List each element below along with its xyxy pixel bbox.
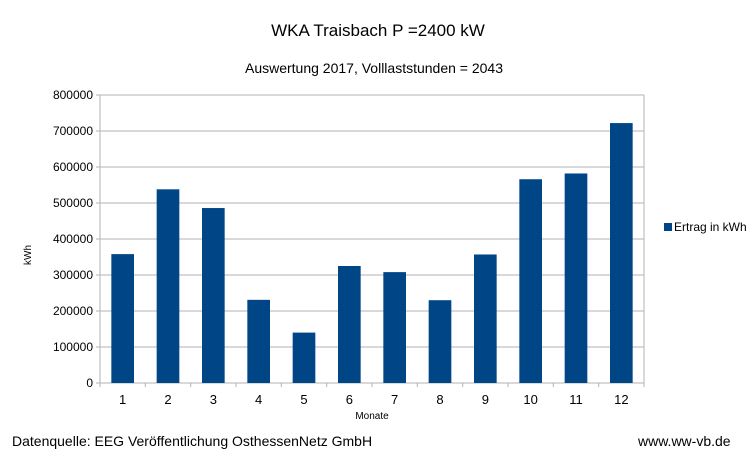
bar	[610, 123, 633, 383]
x-tick-label: 7	[391, 392, 398, 407]
source-note: Datenquelle: EEG Veröffentlichung Osthes…	[12, 433, 373, 449]
bar	[474, 254, 497, 383]
y-tick-label: 600000	[53, 160, 93, 174]
x-tick-label: 11	[569, 392, 583, 407]
bar	[247, 299, 270, 383]
y-tick-label: 200000	[53, 304, 93, 318]
x-tick-label: 5	[300, 392, 307, 407]
bar	[111, 254, 134, 383]
bar	[564, 173, 588, 383]
bar	[202, 208, 225, 383]
bar	[338, 266, 361, 383]
y-tick-label: 700000	[53, 124, 93, 138]
bar	[383, 272, 406, 383]
x-tick-label: 3	[210, 392, 217, 407]
y-tick-label: 0	[86, 376, 93, 390]
y-tick-label: 100000	[53, 340, 93, 354]
y-tick-label: 500000	[53, 196, 93, 210]
x-axis-label: Monate	[355, 411, 389, 422]
y-tick-label: 400000	[53, 232, 93, 246]
y-tick-label: 300000	[53, 268, 93, 282]
x-tick-label: 9	[482, 392, 489, 407]
website-note: www.ww-vb.de	[638, 433, 731, 449]
x-tick-label: 12	[614, 392, 628, 407]
bar	[428, 300, 452, 383]
bar	[156, 189, 180, 383]
x-tick-label: 10	[523, 392, 537, 407]
bar	[519, 179, 542, 383]
bar	[292, 332, 316, 383]
x-tick-label: 8	[436, 392, 443, 407]
x-tick-label: 2	[164, 392, 171, 407]
x-tick-label: 4	[255, 392, 262, 407]
y-axis-label: kWh	[23, 245, 34, 265]
x-tick-label: 1	[119, 392, 126, 407]
chart-title: WKA Traisbach P =2400 kW	[271, 21, 485, 40]
x-tick-label: 6	[346, 392, 353, 407]
chart-subtitle: Auswertung 2017, Volllaststunden = 2043	[245, 60, 503, 76]
legend-label: Ertrag in kWh	[674, 220, 747, 234]
legend-swatch	[664, 223, 672, 231]
y-tick-label: 800000	[53, 88, 93, 102]
